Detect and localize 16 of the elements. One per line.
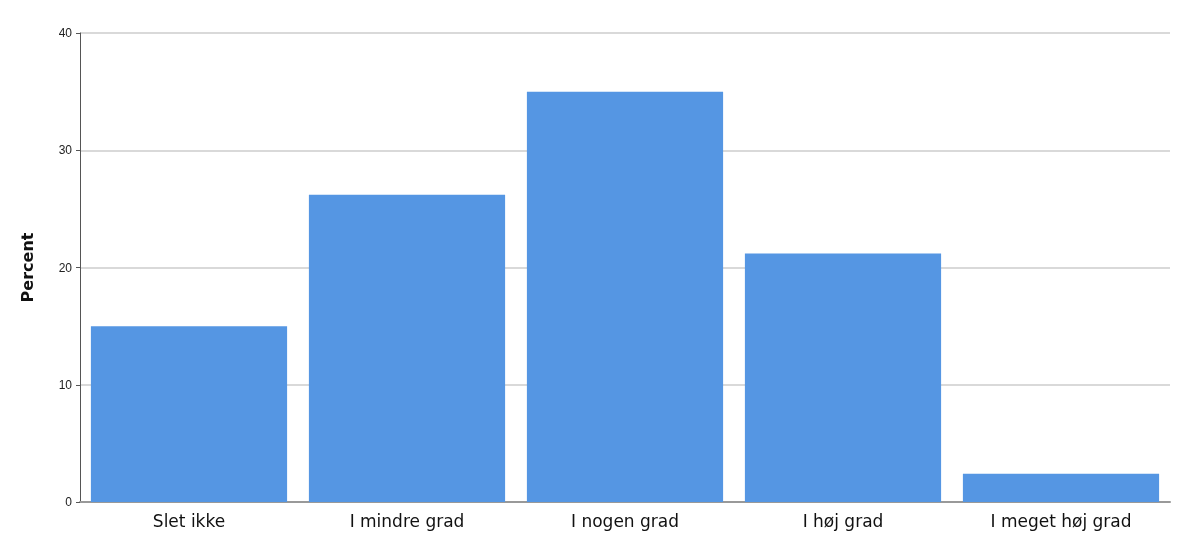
y-tick-label: 20 — [58, 260, 73, 275]
bar — [308, 194, 506, 502]
x-tick-label: I mindre grad — [349, 510, 465, 531]
bar — [962, 473, 1160, 502]
bar — [90, 326, 288, 502]
y-tick-label: 40 — [58, 26, 73, 40]
x-tick-label: I høj grad — [802, 510, 884, 531]
y-tick-label: 30 — [58, 143, 73, 158]
x-tick-label: Slet ikke — [152, 510, 226, 531]
bar — [526, 91, 724, 502]
y-tick-label: 10 — [58, 377, 73, 392]
bar — [744, 253, 942, 502]
y-axis-title: Percent — [17, 232, 37, 303]
x-tick-label: I nogen grad — [570, 510, 680, 531]
x-tick-label: I meget høj grad — [990, 510, 1132, 531]
y-tick-label: 0 — [65, 495, 73, 509]
